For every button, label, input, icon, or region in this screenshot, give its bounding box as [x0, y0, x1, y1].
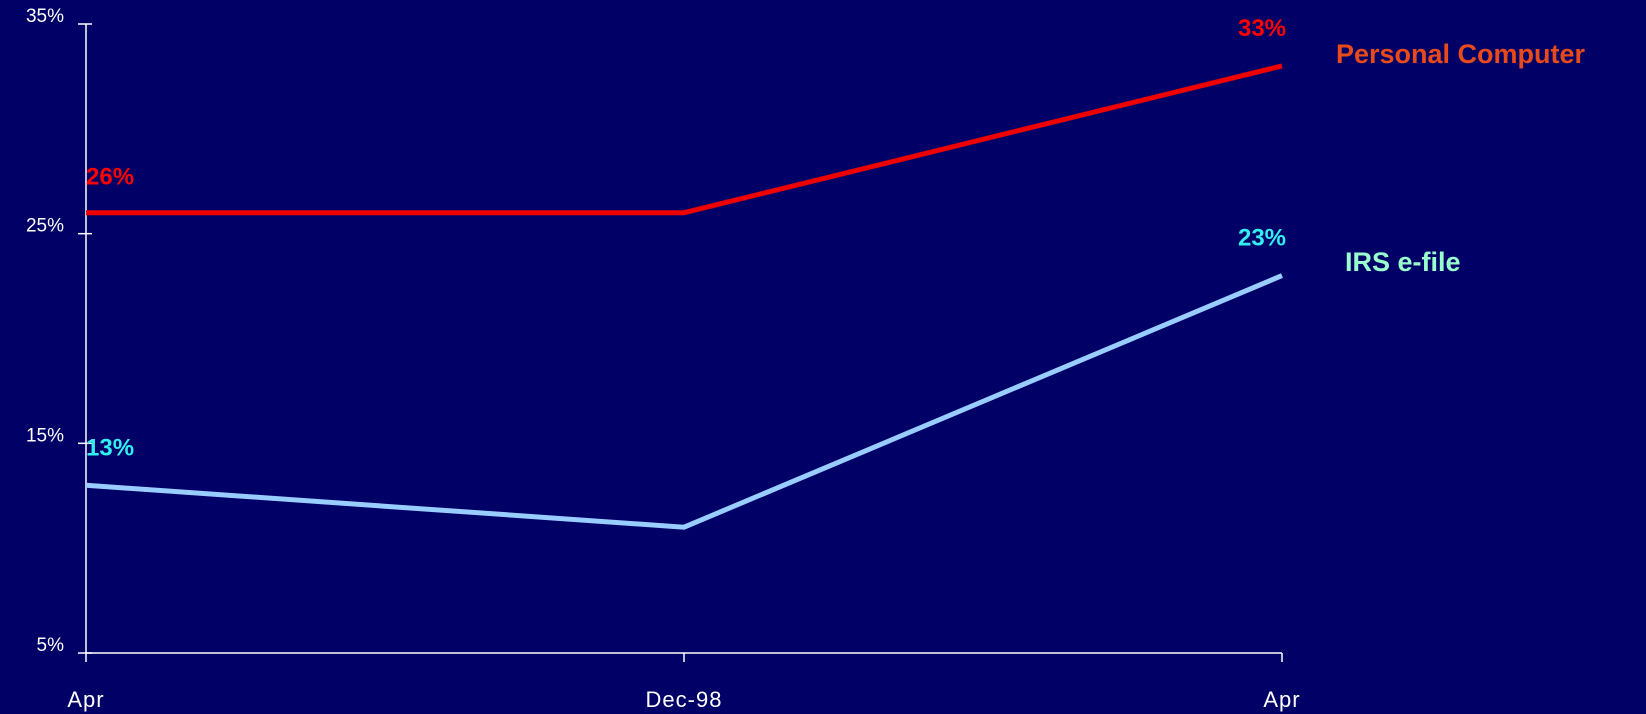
series-line-personal-computer — [86, 63, 1283, 216]
data-label: 33% — [1238, 15, 1286, 42]
x-tick-label: Dec-98 — [646, 687, 723, 712]
legend-label: Personal Computer — [1336, 39, 1586, 69]
x-tick-label: Apr — [1263, 687, 1300, 712]
y-tick-label: 25% — [26, 216, 64, 237]
chart-axes: 5% 15% 25% 35% Apr Dec-98 Apr — [26, 6, 1300, 712]
series-line-irs-e-file — [85, 273, 1283, 530]
data-label: 13% — [86, 434, 134, 461]
y-tick-label: 5% — [37, 635, 65, 656]
y-tick-label: 15% — [26, 425, 64, 446]
data-label: 26% — [86, 164, 134, 191]
legend-label: IRS e-file — [1345, 247, 1461, 277]
data-label: 23% — [1238, 225, 1286, 252]
x-tick-label: Apr — [67, 687, 104, 712]
y-tick-label: 35% — [26, 6, 64, 27]
chart-labels: 26% 33% Personal Computer 13% 23% IRS e-file — [86, 15, 1586, 461]
series-lines — [85, 63, 1283, 530]
